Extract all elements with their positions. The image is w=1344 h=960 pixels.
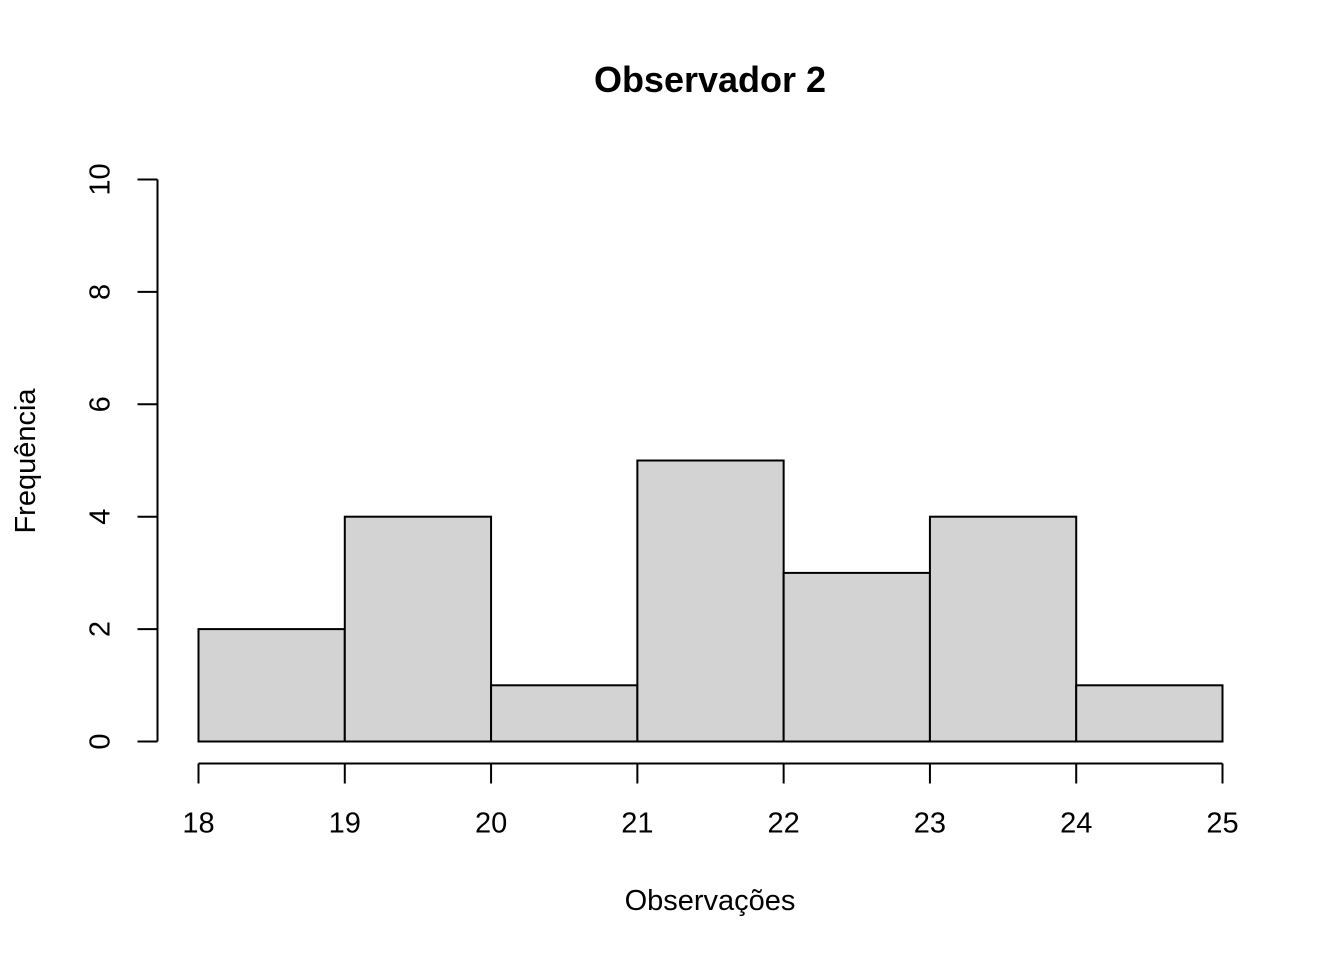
histogram-bar-2 [490, 684, 639, 743]
y-tick-label-5: 10 [85, 163, 117, 195]
x-tick-label-2: 20 [475, 808, 507, 840]
y-tick-label-4: 8 [85, 284, 117, 300]
y-axis: 0 2 4 6 8 10 [85, 163, 159, 750]
chart-title: Observador 2 [594, 59, 826, 100]
y-axis-label: Frequência [10, 388, 42, 534]
histogram-bar-1 [343, 515, 493, 743]
histogram-bar-0 [197, 628, 346, 743]
y-tick-label-3: 6 [85, 396, 117, 412]
x-tick-label-4: 22 [768, 808, 800, 840]
x-tick-label-7: 25 [1206, 808, 1238, 840]
x-tick-label-5: 23 [914, 808, 946, 840]
x-axis: 18 19 20 21 22 23 24 25 [182, 762, 1239, 840]
x-tick-label-1: 19 [329, 808, 361, 840]
x-tick-label-3: 21 [621, 808, 653, 840]
x-tick-label-6: 24 [1060, 808, 1092, 840]
x-tick-label-0: 18 [182, 808, 214, 840]
x-axis-label: Observações [625, 885, 796, 917]
histogram-bar-6 [1075, 684, 1224, 743]
histogram-bar-5 [928, 515, 1078, 743]
y-tick-label-2: 4 [85, 509, 117, 525]
bars-group [197, 459, 1224, 743]
y-tick-label-1: 2 [85, 621, 117, 637]
histogram-bar-4 [782, 571, 931, 743]
histogram-bar-3 [636, 459, 785, 743]
y-tick-label-0: 0 [85, 733, 117, 749]
